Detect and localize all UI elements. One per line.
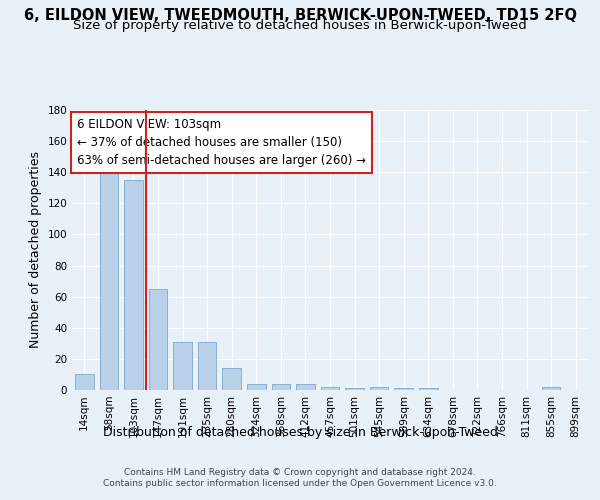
- Text: 6, EILDON VIEW, TWEEDMOUTH, BERWICK-UPON-TWEED, TD15 2FQ: 6, EILDON VIEW, TWEEDMOUTH, BERWICK-UPON…: [23, 8, 577, 22]
- Bar: [370, 387, 388, 390]
- Y-axis label: Number of detached properties: Number of detached properties: [29, 152, 42, 348]
- Bar: [296, 384, 314, 390]
- Bar: [395, 388, 413, 390]
- Bar: [100, 169, 118, 390]
- Text: Distribution of detached houses by size in Berwick-upon-Tweed: Distribution of detached houses by size …: [103, 426, 497, 439]
- Bar: [124, 180, 143, 390]
- Bar: [173, 342, 192, 390]
- Bar: [542, 387, 560, 390]
- Bar: [149, 289, 167, 390]
- Bar: [321, 387, 339, 390]
- Bar: [223, 368, 241, 390]
- Text: Size of property relative to detached houses in Berwick-upon-Tweed: Size of property relative to detached ho…: [73, 18, 527, 32]
- Bar: [419, 388, 437, 390]
- Bar: [272, 384, 290, 390]
- Bar: [75, 374, 94, 390]
- Bar: [247, 384, 265, 390]
- Text: Contains HM Land Registry data © Crown copyright and database right 2024.
Contai: Contains HM Land Registry data © Crown c…: [103, 468, 497, 487]
- Bar: [346, 388, 364, 390]
- Text: 6 EILDON VIEW: 103sqm
← 37% of detached houses are smaller (150)
63% of semi-det: 6 EILDON VIEW: 103sqm ← 37% of detached …: [77, 118, 366, 168]
- Bar: [198, 342, 217, 390]
